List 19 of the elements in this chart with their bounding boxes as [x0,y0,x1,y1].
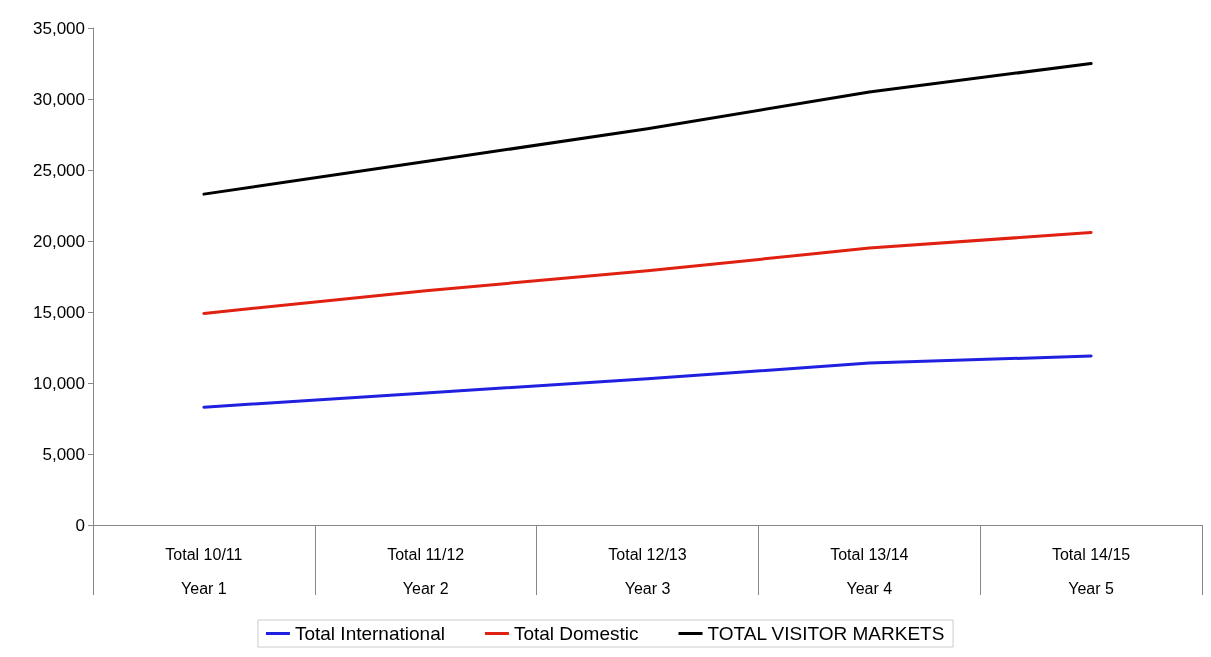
y-tick-label: 30,000 [33,89,85,109]
line-series [202,230,1093,315]
y-tick-label: 25,000 [33,160,85,180]
y-tick-label: 5,000 [42,444,85,464]
x-tick-label: Total 13/14 Year 4 [830,545,909,597]
x-tick-label: Total 14/15 Year 5 [1051,545,1131,597]
y-tick-label: 15,000 [33,302,85,322]
x-tick-label: Total 11/12 Year 2 [387,545,465,597]
y-tick-label: 10,000 [33,373,85,393]
legend-label: Total Domestic [513,623,639,644]
x-tick-label: Total 12/13 Year 3 [608,545,687,597]
legend-label: TOTAL VISITOR MARKETS [707,623,945,644]
y-tick-label: 20,000 [33,231,85,251]
y-tick-label: 35,000 [33,18,85,38]
y-tick-label: 0 [75,515,85,535]
line-series [202,62,1093,196]
legend-label: Total International [294,623,445,644]
line-series [202,354,1093,409]
x-tick-label: Total 10/11 Year 1 [165,545,243,597]
